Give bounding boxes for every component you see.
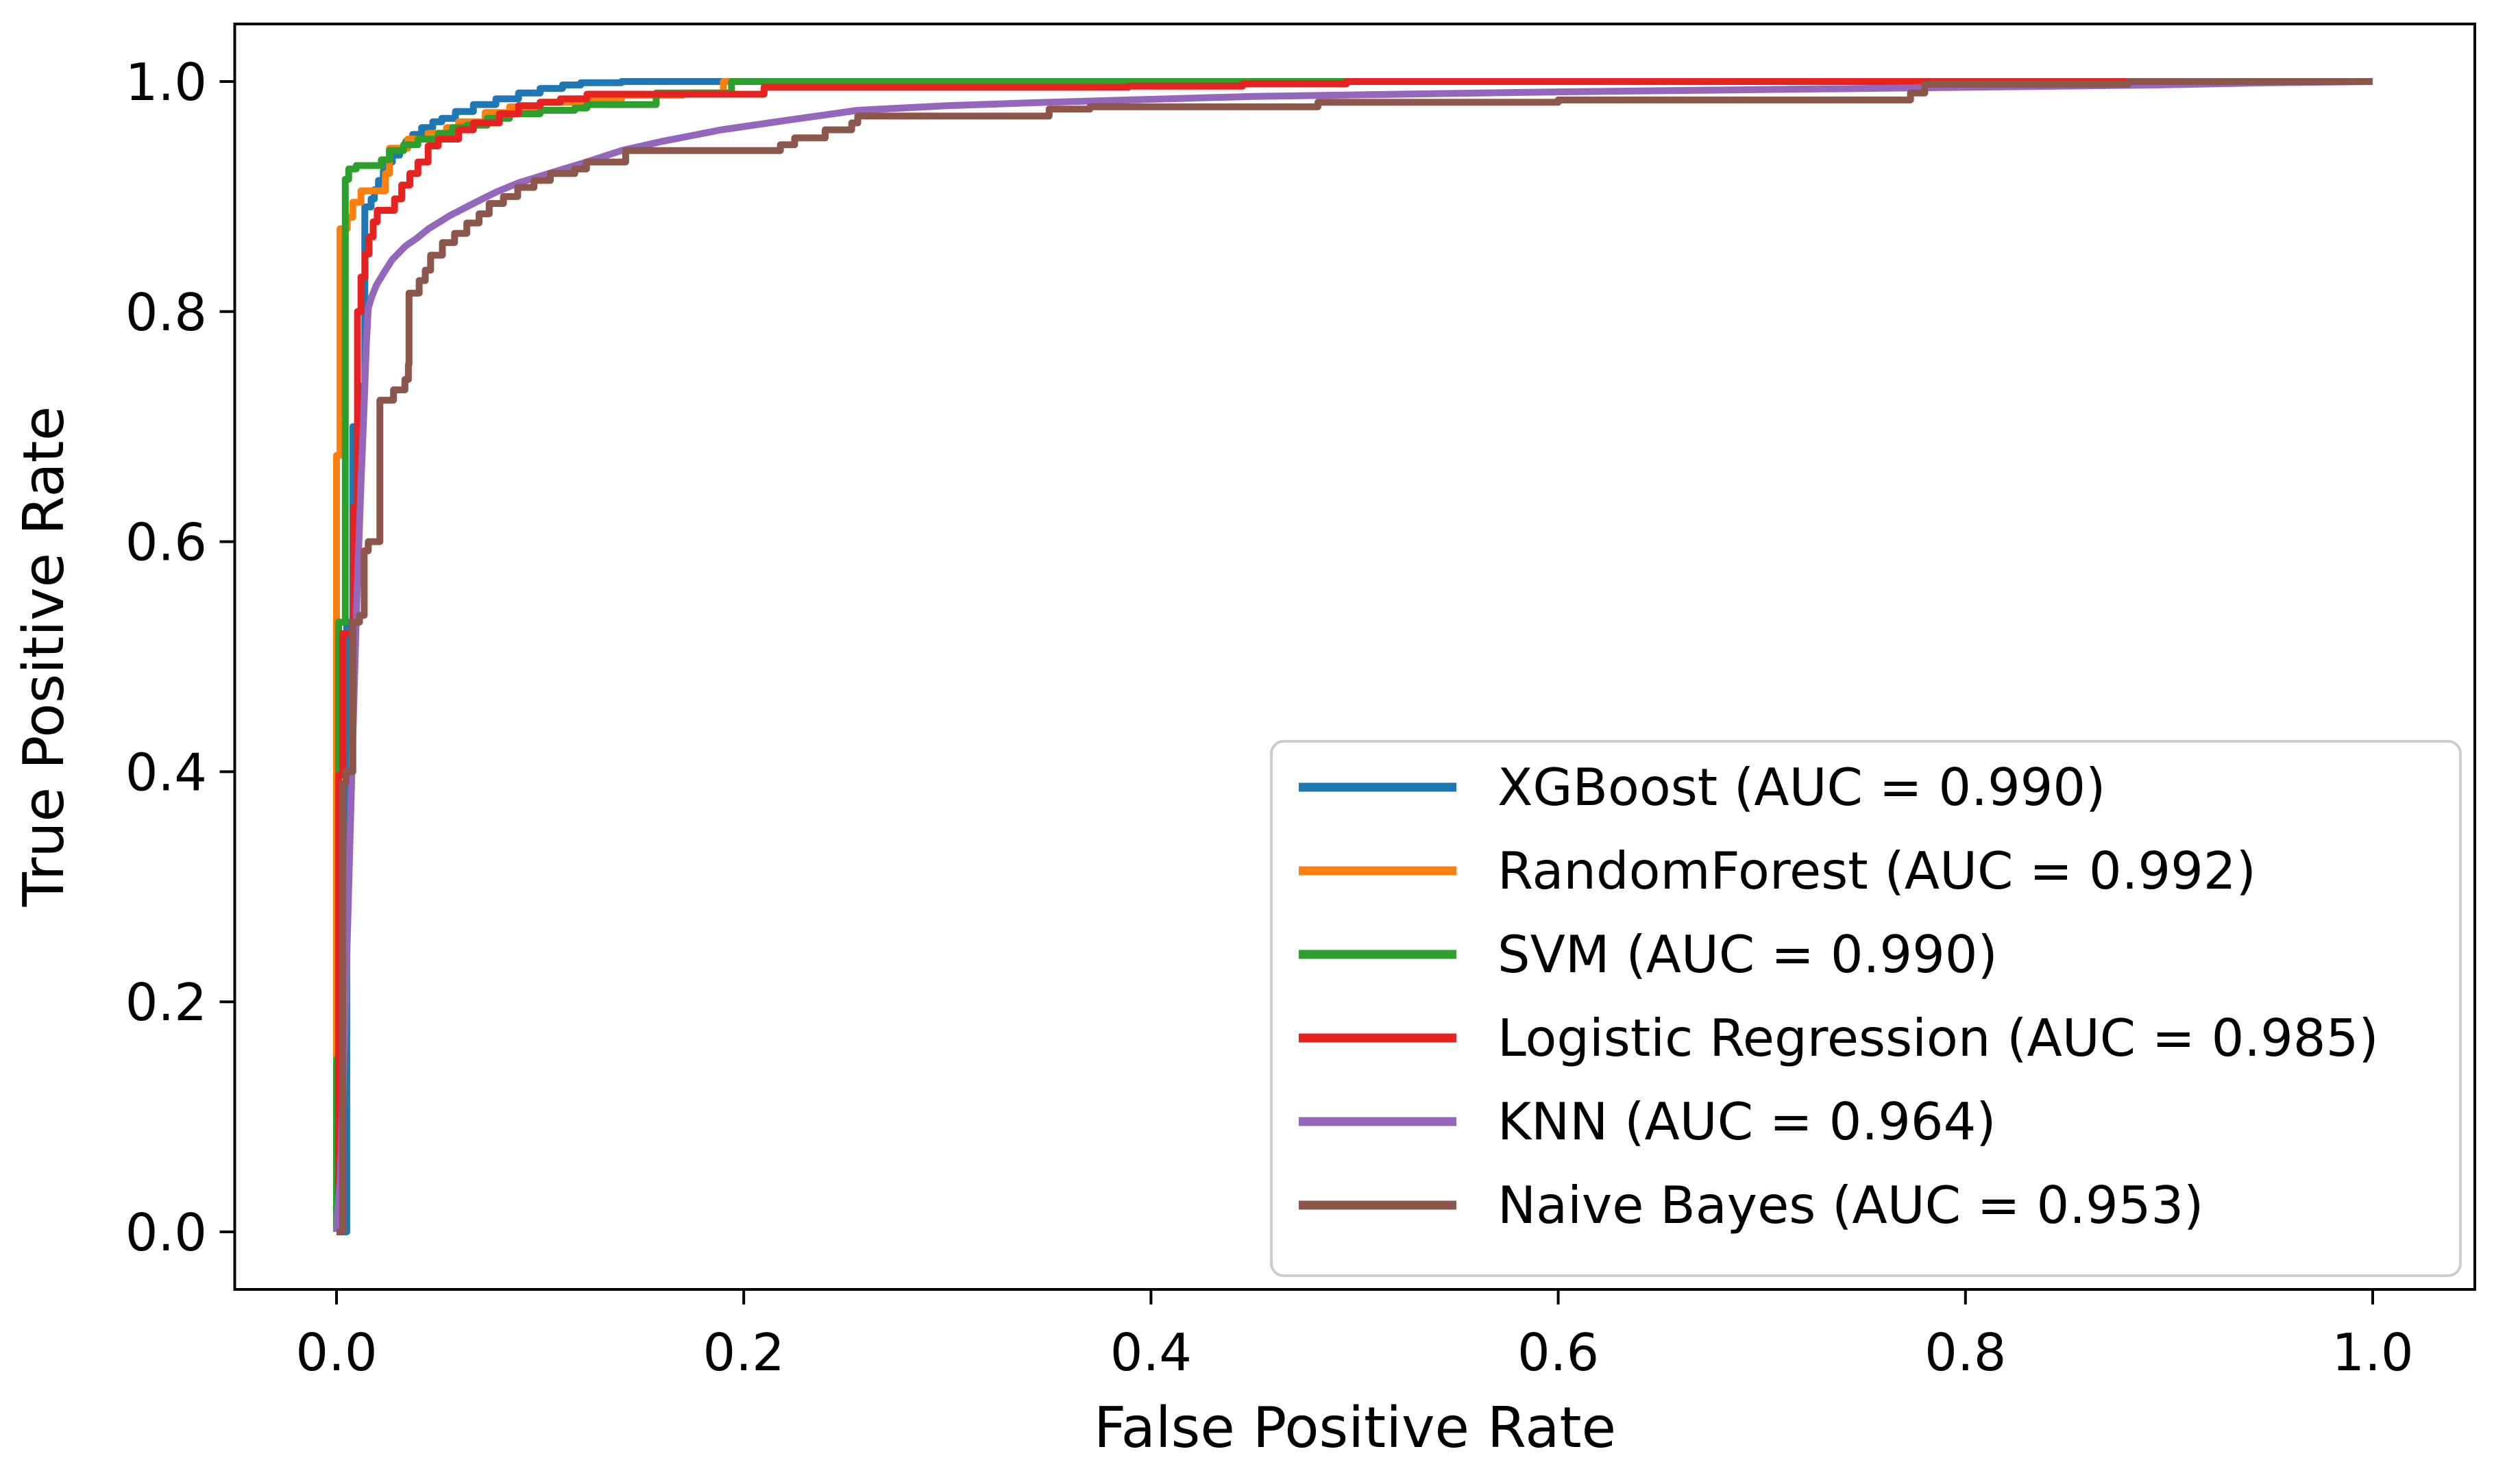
roc-curves bbox=[333, 78, 2373, 1235]
legend: XGBoost (AUC = 0.990) RandomForest (AUC … bbox=[1270, 740, 2462, 1277]
y-tick: 0.2 bbox=[125, 972, 235, 1032]
legend-label-logistic-regression: Logistic Regression (AUC = 0.985) bbox=[1497, 1008, 2379, 1068]
legend-label-xgboost: XGBoost (AUC = 0.990) bbox=[1497, 757, 2105, 817]
y-tick: 0.0 bbox=[125, 1202, 235, 1263]
x-tick: 0.0 bbox=[295, 1289, 378, 1383]
x-tick: 0.8 bbox=[1924, 1289, 2006, 1383]
x-tick: 1.0 bbox=[2332, 1289, 2414, 1383]
legend-item-naive-bayes: Naive Bayes (AUC = 0.953) bbox=[1299, 1175, 2203, 1235]
y-tick-label: 0.4 bbox=[125, 742, 207, 802]
legend-label-randomforest: RandomForest (AUC = 0.992) bbox=[1497, 841, 2256, 901]
legend-label-svm: SVM (AUC = 0.990) bbox=[1497, 924, 1998, 985]
x-tick: 0.4 bbox=[1110, 1289, 1192, 1383]
legend-label-naive-bayes: Naive Bayes (AUC = 0.953) bbox=[1497, 1175, 2203, 1235]
x-tick-label: 0.6 bbox=[1517, 1322, 1599, 1383]
roc-curve-naive-bayes bbox=[337, 78, 2373, 1235]
legend-item-svm: SVM (AUC = 0.990) bbox=[1299, 924, 1998, 985]
y-tick-label: 0.0 bbox=[125, 1202, 207, 1263]
y-tick: 0.6 bbox=[125, 512, 235, 573]
x-tick-label: 0.2 bbox=[703, 1322, 785, 1383]
legend-item-knn: KNN (AUC = 0.964) bbox=[1299, 1091, 1996, 1152]
x-tick-label: 0.0 bbox=[295, 1322, 377, 1383]
y-tick-label: 0.8 bbox=[125, 282, 207, 343]
y-tick-label: 0.6 bbox=[125, 512, 207, 573]
y-tick-label: 0.2 bbox=[125, 972, 207, 1032]
roc-curve-knn bbox=[333, 78, 2373, 1233]
legend-box bbox=[1270, 740, 2462, 1277]
x-tick-label: 1.0 bbox=[2332, 1322, 2413, 1383]
x-axis-label: False Positive Rate bbox=[1094, 1396, 1616, 1461]
roc-curve-logistic-regression bbox=[335, 78, 2373, 1235]
roc-curve-svm bbox=[333, 78, 2373, 1232]
x-tick-label: 0.4 bbox=[1110, 1322, 1192, 1383]
y-axis: 0.0 0.2 0.4 0.6 0.8 1.0 True Positive Ra… bbox=[12, 52, 235, 1263]
x-tick-label: 0.8 bbox=[1924, 1322, 2006, 1383]
legend-label-knn: KNN (AUC = 0.964) bbox=[1497, 1091, 1996, 1152]
y-tick-label: 1.0 bbox=[125, 52, 207, 112]
y-axis-label: True Positive Rate bbox=[12, 406, 77, 907]
y-tick: 0.8 bbox=[125, 282, 235, 343]
legend-item-xgboost: XGBoost (AUC = 0.990) bbox=[1299, 757, 2105, 817]
x-tick: 0.6 bbox=[1517, 1289, 1599, 1383]
y-tick: 1.0 bbox=[125, 52, 235, 112]
plot-area bbox=[233, 23, 2476, 1291]
y-tick: 0.4 bbox=[125, 742, 235, 802]
legend-item-logistic-regression: Logistic Regression (AUC = 0.985) bbox=[1299, 1008, 2379, 1068]
x-tick: 0.2 bbox=[703, 1289, 785, 1383]
x-axis: 0.0 0.2 0.4 0.6 0.8 1.0 False Positive R… bbox=[295, 1289, 2414, 1461]
legend-item-randomforest: RandomForest (AUC = 0.992) bbox=[1299, 841, 2256, 901]
